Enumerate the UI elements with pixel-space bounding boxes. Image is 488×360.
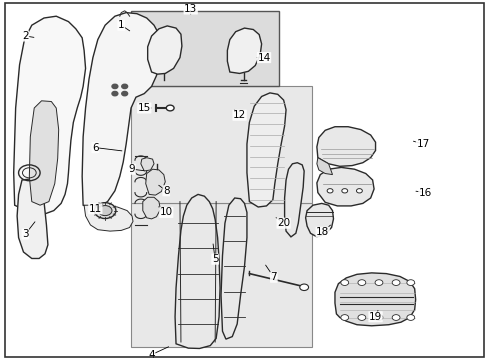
- Polygon shape: [145, 169, 165, 195]
- Text: 4: 4: [148, 350, 155, 360]
- Polygon shape: [142, 197, 160, 219]
- Circle shape: [391, 280, 399, 285]
- Circle shape: [112, 84, 118, 89]
- Text: 15: 15: [137, 103, 151, 113]
- Text: 1: 1: [118, 20, 124, 30]
- Polygon shape: [284, 163, 304, 237]
- Circle shape: [98, 206, 112, 216]
- Circle shape: [406, 315, 414, 320]
- Text: 16: 16: [418, 188, 431, 198]
- Polygon shape: [17, 178, 48, 258]
- Circle shape: [406, 280, 414, 285]
- Circle shape: [122, 91, 127, 96]
- Text: 6: 6: [92, 143, 99, 153]
- Polygon shape: [316, 127, 375, 166]
- Polygon shape: [14, 16, 85, 214]
- Polygon shape: [305, 203, 333, 237]
- Polygon shape: [316, 167, 373, 206]
- Circle shape: [391, 315, 399, 320]
- Circle shape: [340, 315, 348, 320]
- Text: 20: 20: [277, 218, 289, 228]
- Circle shape: [94, 203, 116, 219]
- Text: 8: 8: [163, 186, 169, 196]
- Text: 12: 12: [232, 110, 246, 120]
- Text: 5: 5: [211, 254, 218, 264]
- Text: 14: 14: [257, 53, 270, 63]
- Polygon shape: [147, 26, 182, 74]
- Polygon shape: [84, 205, 133, 231]
- Bar: [131, 86, 311, 203]
- Bar: [131, 11, 278, 86]
- Polygon shape: [246, 93, 285, 207]
- Circle shape: [357, 315, 365, 320]
- Text: 13: 13: [183, 4, 197, 14]
- Circle shape: [326, 189, 332, 193]
- Text: 9: 9: [128, 164, 135, 174]
- Polygon shape: [29, 101, 59, 205]
- Text: 18: 18: [315, 227, 329, 237]
- Text: 3: 3: [22, 229, 29, 239]
- Circle shape: [341, 189, 347, 193]
- Circle shape: [166, 105, 174, 111]
- Circle shape: [356, 189, 362, 193]
- Circle shape: [340, 280, 348, 285]
- Polygon shape: [227, 28, 261, 73]
- Text: 2: 2: [22, 31, 29, 41]
- Text: 10: 10: [160, 207, 172, 217]
- Polygon shape: [316, 158, 332, 175]
- Text: 17: 17: [415, 139, 429, 149]
- Text: 11: 11: [88, 204, 102, 214]
- Polygon shape: [141, 158, 154, 171]
- Polygon shape: [82, 13, 161, 208]
- Bar: [131, 203, 311, 347]
- Circle shape: [374, 315, 382, 320]
- Text: 19: 19: [368, 312, 382, 322]
- Polygon shape: [334, 273, 415, 326]
- Circle shape: [112, 91, 118, 96]
- Polygon shape: [221, 198, 246, 339]
- Polygon shape: [175, 194, 220, 348]
- Circle shape: [357, 280, 365, 285]
- Circle shape: [122, 84, 127, 89]
- Circle shape: [299, 284, 308, 291]
- Circle shape: [374, 280, 382, 285]
- Text: 7: 7: [270, 272, 277, 282]
